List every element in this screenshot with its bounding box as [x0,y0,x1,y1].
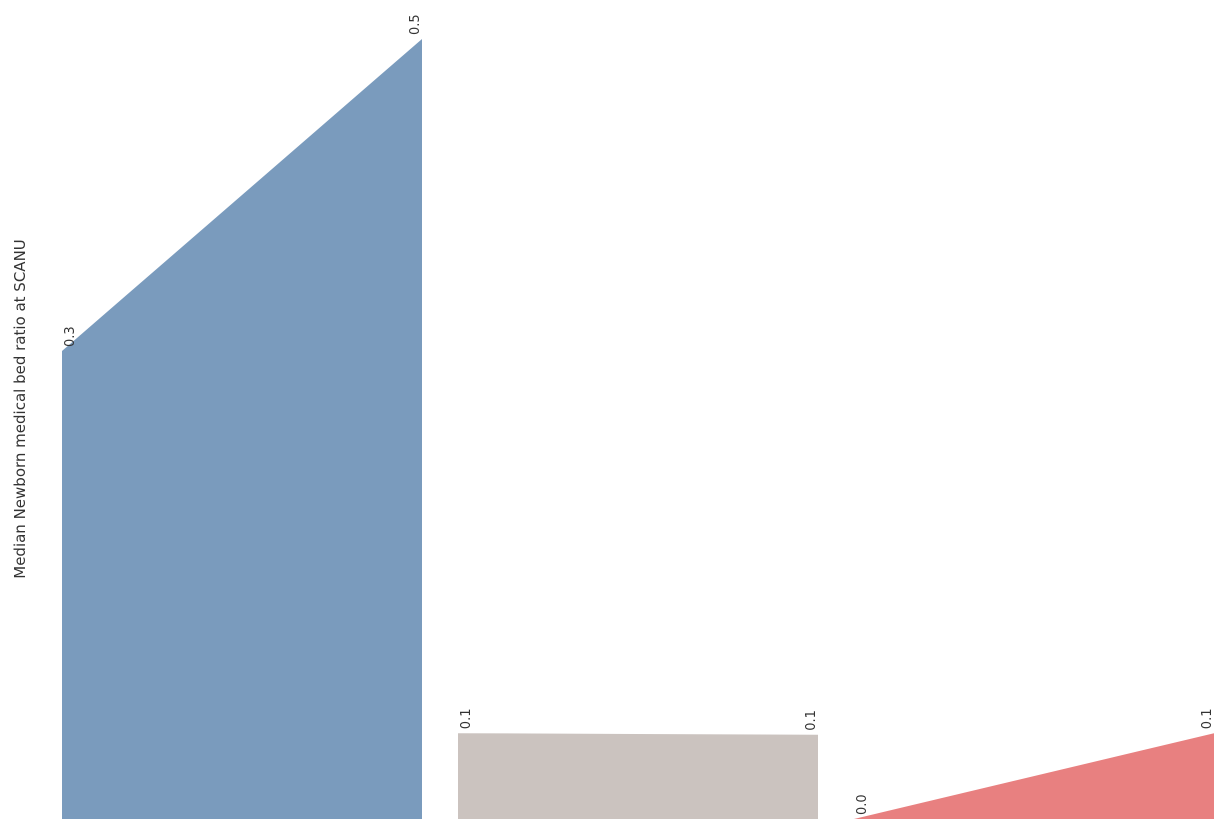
data-label-1-2: 0.5 [408,14,423,35]
data-label-3-2: 0.1 [1200,709,1215,730]
area-series-2 [458,733,818,819]
area-series-1 [62,39,422,819]
area-series-3 [854,733,1214,819]
data-label-3-1: 0.0 [855,794,870,815]
chart-panels: 0.3 0.5 0.1 0.1 0.0 0.1 [62,14,1215,819]
y-axis-label: Median Newborn medical bed ratio at SCAN… [11,239,29,579]
data-label-2-1: 0.1 [459,709,474,730]
data-label-1-1: 0.3 [63,326,78,347]
data-label-2-2: 0.1 [804,710,819,731]
